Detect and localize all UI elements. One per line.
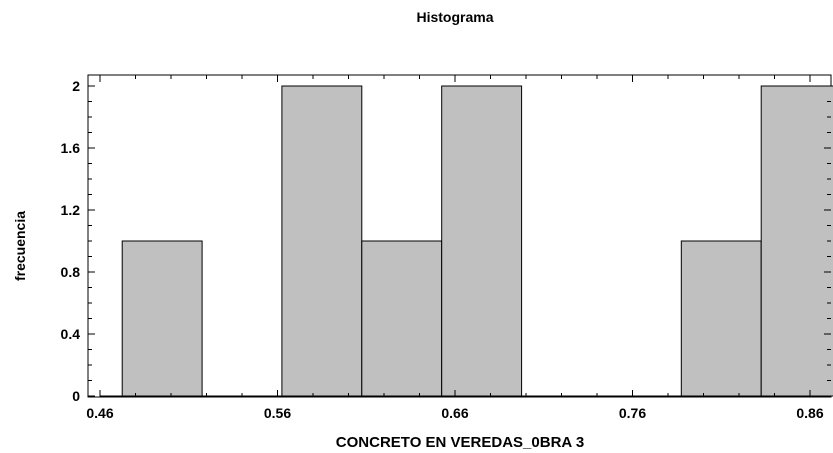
histogram-bar (281, 85, 363, 397)
y-tick-label: 0 (72, 388, 80, 404)
y-tick-label: 1.2 (61, 202, 81, 218)
y-axis-ticks: 0 0.4 0.8 1.2 1.6 2 (61, 78, 831, 404)
x-tick-label: 0.66 (441, 405, 468, 421)
histogram-bar (361, 240, 443, 397)
histogram-bar (441, 85, 523, 397)
x-axis-ticks: 0.46 0.56 0.66 0.76 0.86 (86, 75, 824, 421)
x-tick-label: 0.56 (264, 405, 291, 421)
histogram-bar (760, 85, 833, 397)
chart-title: Histograma (416, 9, 493, 25)
x-tick-label: 0.86 (796, 405, 823, 421)
x-tick-label: 0.76 (619, 405, 646, 421)
y-tick-label: 2 (72, 78, 80, 94)
y-tick-label: 0.4 (61, 326, 81, 342)
histogram-bars (100, 85, 833, 397)
histogram-bar (680, 240, 762, 397)
x-tick-label: 0.46 (86, 405, 113, 421)
y-tick-label: 1.6 (61, 140, 81, 156)
histogram-bar (121, 240, 203, 397)
x-axis-label: CONCRETO EN VEREDAS_0BRA 3 (336, 434, 584, 451)
y-tick-label: 0.8 (61, 264, 81, 280)
y-axis-label: frecuencia (12, 211, 28, 281)
